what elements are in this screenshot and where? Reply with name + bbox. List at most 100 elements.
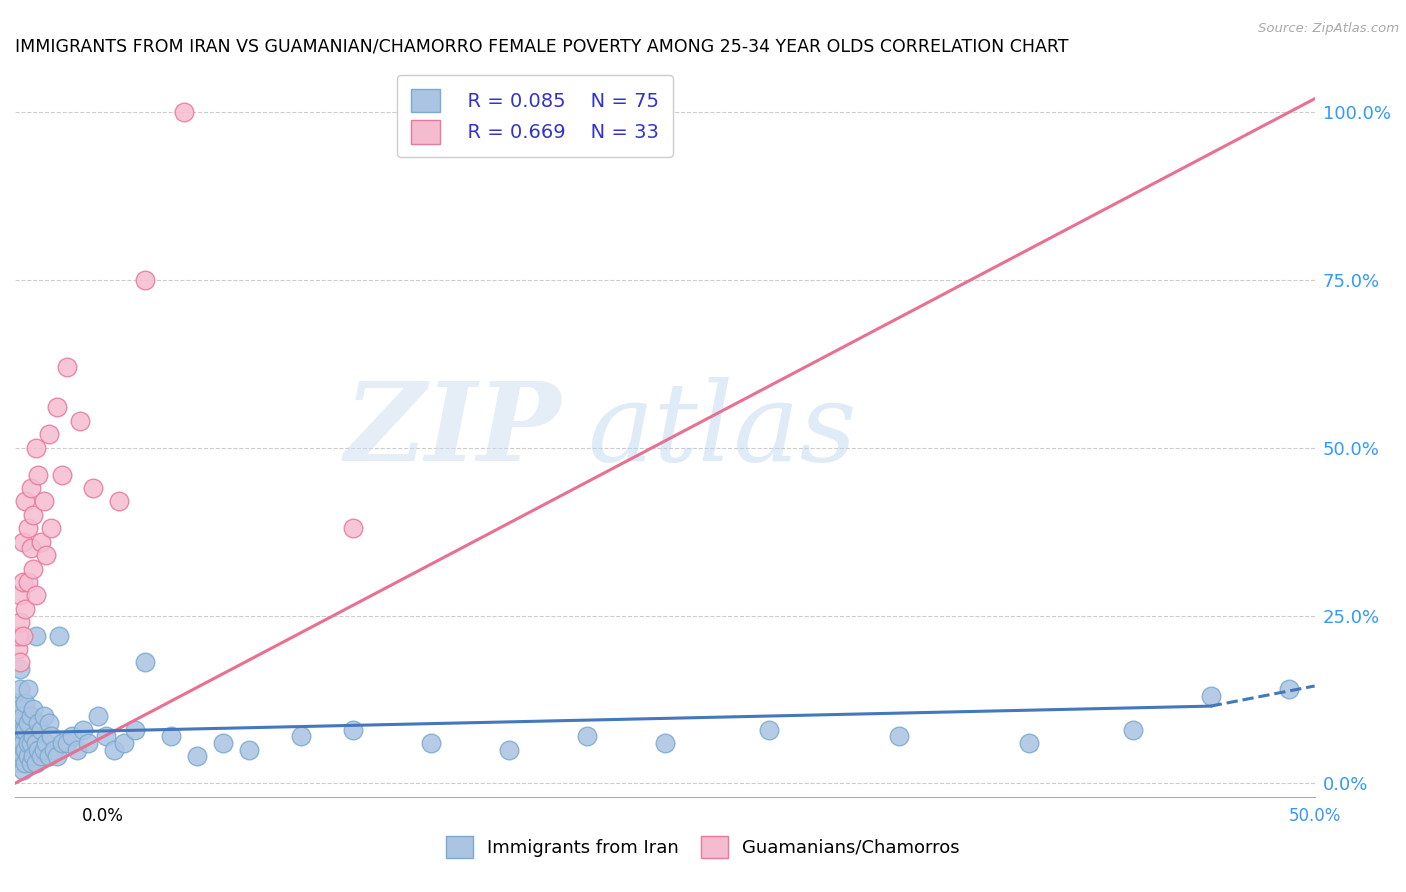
Point	[290, 729, 312, 743]
Point	[14, 494, 37, 508]
Point	[24, 736, 46, 750]
Point	[8, 656, 31, 670]
Point	[51, 736, 73, 750]
Point	[24, 756, 46, 771]
Point	[575, 729, 598, 743]
Point	[173, 105, 195, 120]
Point	[1199, 689, 1222, 703]
Point	[14, 743, 37, 757]
Text: ZIP: ZIP	[344, 377, 561, 484]
Point	[17, 521, 39, 535]
Point	[419, 736, 441, 750]
Point	[14, 723, 37, 737]
Point	[1018, 736, 1040, 750]
Point	[8, 682, 31, 697]
Point	[103, 743, 125, 757]
Point	[17, 749, 39, 764]
Point	[7, 642, 30, 657]
Point	[112, 736, 135, 750]
Point	[238, 743, 260, 757]
Point	[38, 749, 60, 764]
Point	[11, 736, 34, 750]
Point	[8, 715, 31, 730]
Point	[35, 548, 58, 562]
Point	[94, 729, 117, 743]
Point	[8, 743, 31, 757]
Point	[887, 729, 910, 743]
Point	[11, 763, 34, 777]
Point	[45, 749, 67, 764]
Point	[20, 709, 42, 723]
Point	[69, 414, 91, 428]
Point	[17, 682, 39, 697]
Point	[22, 561, 45, 575]
Point	[17, 715, 39, 730]
Point	[51, 467, 73, 482]
Point	[758, 723, 780, 737]
Point	[11, 723, 34, 737]
Point	[30, 534, 52, 549]
Point	[14, 696, 37, 710]
Point	[22, 729, 45, 743]
Point	[14, 602, 37, 616]
Point	[654, 736, 676, 750]
Point	[212, 736, 235, 750]
Point	[11, 629, 34, 643]
Point	[20, 736, 42, 750]
Point	[134, 656, 156, 670]
Point	[22, 508, 45, 522]
Legend:   R = 0.085    N = 75,   R = 0.669    N = 33: R = 0.085 N = 75, R = 0.669 N = 33	[396, 75, 673, 157]
Text: IMMIGRANTS FROM IRAN VS GUAMANIAN/CHAMORRO FEMALE POVERTY AMONG 25-34 YEAR OLDS : IMMIGRANTS FROM IRAN VS GUAMANIAN/CHAMOR…	[15, 37, 1069, 55]
Point	[8, 702, 31, 716]
Point	[24, 441, 46, 455]
Point	[14, 756, 37, 771]
Text: 50.0%: 50.0%	[1288, 807, 1341, 825]
Point	[7, 723, 30, 737]
Point	[76, 736, 98, 750]
Point	[498, 743, 520, 757]
Point	[32, 709, 55, 723]
Point	[32, 743, 55, 757]
Point	[11, 574, 34, 589]
Point	[22, 702, 45, 716]
Point	[8, 588, 31, 602]
Point	[42, 743, 65, 757]
Point	[24, 629, 46, 643]
Point	[66, 743, 89, 757]
Point	[8, 615, 31, 630]
Point	[124, 723, 146, 737]
Point	[30, 749, 52, 764]
Point	[38, 715, 60, 730]
Text: atlas: atlas	[586, 377, 856, 484]
Point	[72, 723, 94, 737]
Point	[108, 494, 131, 508]
Point	[17, 574, 39, 589]
Point	[11, 534, 34, 549]
Point	[27, 743, 49, 757]
Point	[1278, 682, 1301, 697]
Point	[1122, 723, 1144, 737]
Point	[48, 629, 70, 643]
Point	[41, 521, 63, 535]
Point	[38, 427, 60, 442]
Text: 0.0%: 0.0%	[82, 807, 124, 825]
Point	[32, 494, 55, 508]
Point	[60, 729, 83, 743]
Point	[186, 749, 208, 764]
Point	[160, 729, 183, 743]
Point	[8, 756, 31, 771]
Point	[45, 401, 67, 415]
Point	[27, 467, 49, 482]
Point	[7, 736, 30, 750]
Point	[11, 709, 34, 723]
Point	[22, 749, 45, 764]
Point	[87, 709, 110, 723]
Point	[56, 360, 79, 375]
Point	[82, 481, 104, 495]
Point	[41, 729, 63, 743]
Point	[20, 481, 42, 495]
Point	[24, 588, 46, 602]
Point	[30, 723, 52, 737]
Point	[134, 273, 156, 287]
Point	[35, 736, 58, 750]
